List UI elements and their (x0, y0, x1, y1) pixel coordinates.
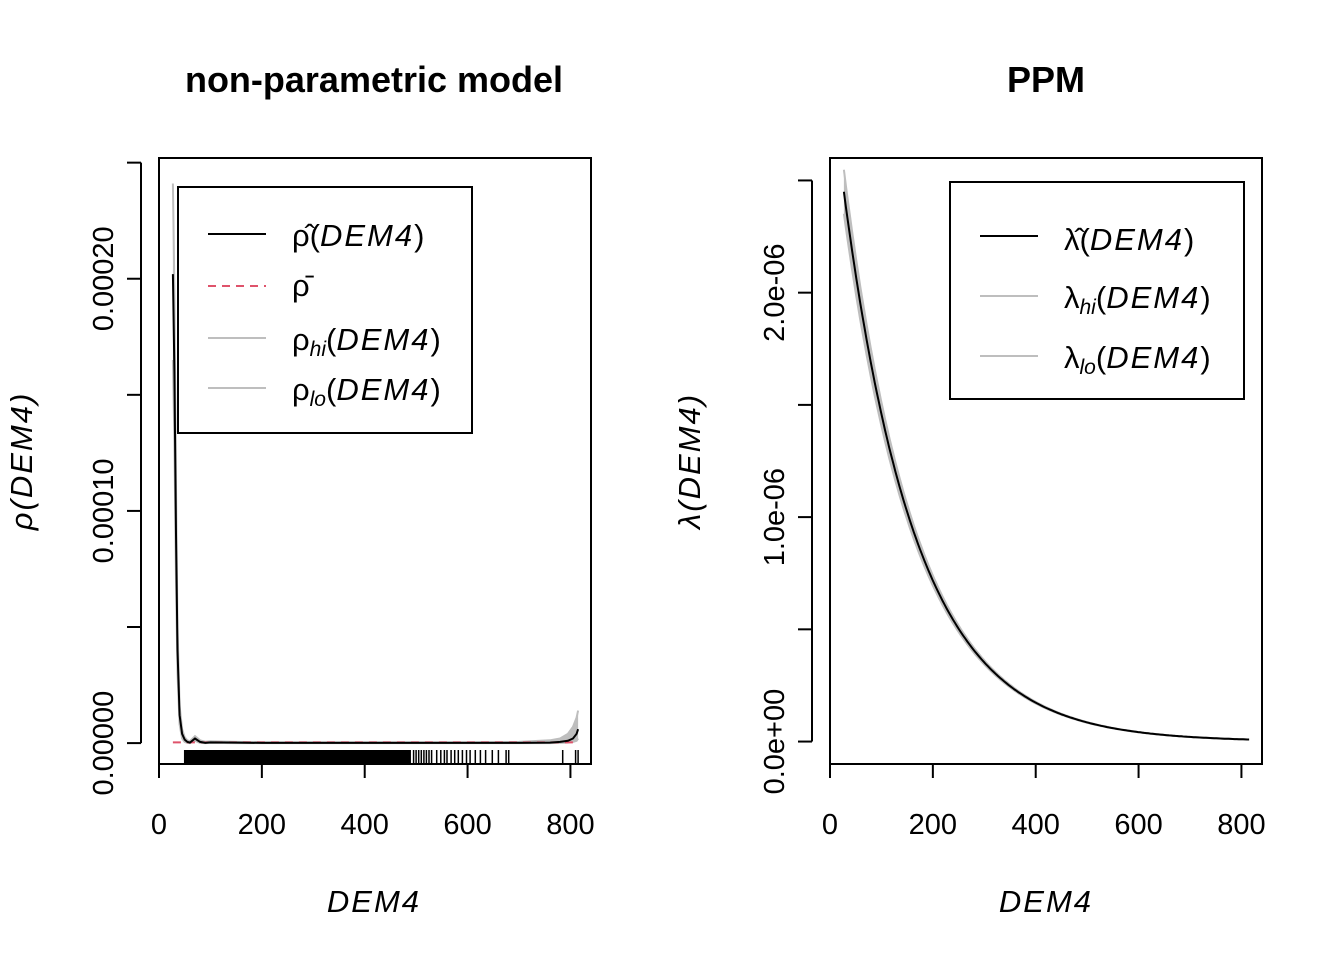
panel2-x-tick-label: 200 (909, 809, 957, 841)
panel1-x-tick-label: 0 (151, 809, 167, 841)
panel1-xlabel: DEM4 (327, 884, 421, 919)
legend-label-rho-hat: ρ̂(DEM4) (292, 218, 424, 253)
panel2-y-tick-label: 0.0e+00 (759, 689, 791, 795)
series-rho-hat-line (171, 274, 580, 744)
legend-label-rho-hi: ρhi(DEM4) (292, 322, 441, 361)
panel1-ylabel: ρ(DEM4) (4, 392, 39, 532)
legend-label-rho-bar: ρ̄ (292, 268, 315, 303)
panel2-x-tick-label: 0 (822, 809, 838, 841)
panel2-legend-box (949, 181, 1245, 400)
panel-ppm: PPM 0 200 400 600 800 0.0e+00 1.0e-06 2.0e-06 D… (672, 59, 1266, 919)
panel1-y-tick-label: 0.00010 (88, 459, 120, 564)
rug-ticks (183, 750, 579, 764)
panel2-x-tick-label: 600 (1114, 809, 1162, 841)
panel1-y-tick-label: 0.00020 (88, 226, 120, 331)
panel1-legend: ρ̂(DEM4) ρ̄ ρhi(DEM4) ρlo(DEM4) (177, 186, 473, 434)
panel2-y-tick-label: 2.0e-06 (759, 243, 791, 341)
legend-label-lambda-lo: λlo(DEM4) (1064, 340, 1211, 379)
series-lambda-hat-line (842, 191, 1250, 741)
panel1-x-tick-label: 200 (238, 809, 286, 841)
panel1-y-tick-label: 0.00000 (88, 691, 120, 796)
panel2-x-tick-label: 400 (1012, 809, 1060, 841)
panel1-x-tick-label: 400 (341, 809, 389, 841)
legend-label-lambda-hat: λ̂(DEM4) (1064, 222, 1194, 257)
panel1-x-tick-label: 800 (546, 809, 594, 841)
panel2-title: PPM (1007, 59, 1085, 100)
panel1-title: non-parametric model (185, 59, 563, 100)
panel2-x-tick-label: 800 (1217, 809, 1265, 841)
panel2-xlabel: DEM4 (999, 884, 1093, 919)
panel2-ylabel: λ(DEM4) (672, 393, 707, 531)
panel1-legend-box (177, 186, 473, 434)
panel2-legend: λ̂(DEM4) λhi(DEM4) λlo(DEM4) (949, 181, 1245, 400)
panel2-y-tick-label: 1.0e-06 (759, 468, 791, 566)
panel-non-parametric: non-parametric model 0 200 400 600 800 0.0000… (4, 59, 595, 919)
panel1-x-tick-label: 600 (443, 809, 491, 841)
legend-label-lambda-hi: λhi(DEM4) (1064, 280, 1211, 319)
panel1-rug (183, 750, 579, 764)
legend-label-rho-lo: ρlo(DEM4) (292, 372, 441, 411)
